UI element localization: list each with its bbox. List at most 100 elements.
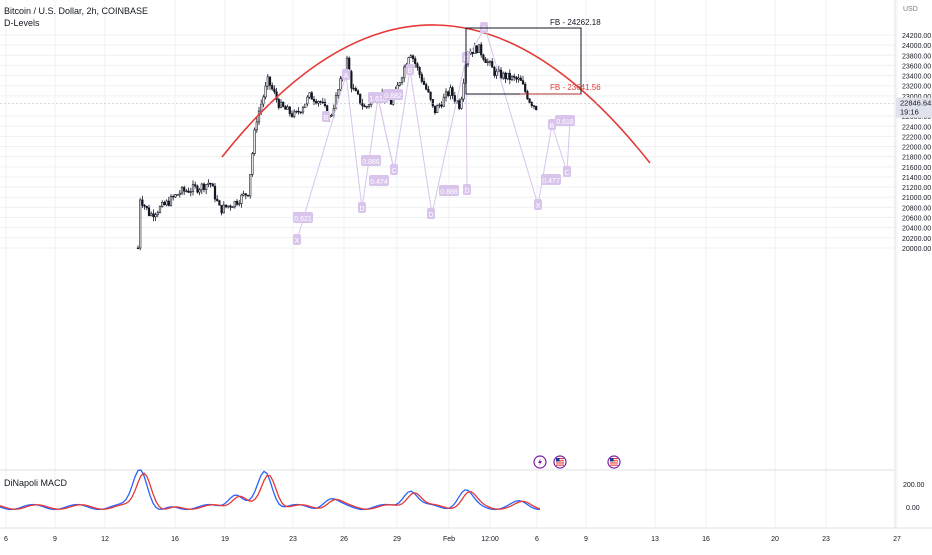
- candle-body: [176, 194, 179, 196]
- candle-body: [389, 99, 393, 105]
- lightning-icon[interactable]: [533, 455, 547, 469]
- pattern-label-box: [322, 111, 330, 122]
- pattern-label[interactable]: 0.621: [294, 216, 312, 223]
- pattern-label-box: [293, 212, 313, 223]
- price-tick-label: 23600.00: [902, 63, 931, 70]
- candle-body: [521, 80, 525, 85]
- candle-body: [315, 100, 318, 104]
- candle-body: [427, 88, 430, 93]
- candle-body: [286, 106, 289, 110]
- grid: [0, 0, 898, 528]
- price-tick-label: 22000.00: [902, 145, 931, 152]
- fib-boxes[interactable]: FB - 24262.18 FB - 23641.56: [465, 18, 601, 95]
- indicator-label[interactable]: D-Levels: [4, 18, 40, 28]
- pattern-label[interactable]: 0.477: [542, 178, 560, 185]
- pattern-label-box: [548, 119, 556, 130]
- time-tick-label: Feb: [443, 536, 455, 543]
- fib-level-label[interactable]: FB - 23641.56: [550, 83, 601, 92]
- symbol-title[interactable]: Bitcoin / U.S. Dollar, 2h, COINBASE: [4, 6, 149, 16]
- candle-body: [277, 99, 280, 108]
- price-tick-label: 24000.00: [902, 43, 931, 50]
- pattern-label[interactable]: 0.618: [556, 119, 574, 126]
- time-tick-label: 9: [53, 536, 57, 543]
- macd-tick-label: 0.00: [906, 505, 920, 512]
- time-tick-label: 6: [535, 536, 539, 543]
- pattern-label[interactable]: 0.886: [362, 159, 380, 166]
- candle-body: [290, 113, 294, 117]
- candle-body: [416, 63, 419, 68]
- pattern-label-box: [555, 115, 575, 126]
- candle-body: [429, 91, 432, 100]
- candle-body: [235, 200, 239, 205]
- price-tick-label: 21800.00: [902, 155, 931, 162]
- time-tick-label: 6: [4, 536, 8, 543]
- candle-body: [255, 121, 258, 131]
- us-flag-icon[interactable]: [553, 455, 567, 469]
- candle-body: [475, 45, 478, 53]
- price-tick-label: 22600.00: [902, 114, 931, 121]
- arc-curve[interactable]: [221, 24, 651, 164]
- candle-body: [242, 193, 245, 196]
- pattern-label[interactable]: D: [359, 206, 364, 213]
- time-tick-label: 29: [393, 536, 401, 543]
- pattern-label[interactable]: 0.474: [370, 179, 388, 186]
- pattern-label[interactable]: 0.886: [440, 189, 458, 196]
- pattern-label[interactable]: C: [391, 168, 396, 175]
- candle-body: [158, 206, 162, 213]
- candle-body: [433, 105, 437, 114]
- candle-body: [154, 214, 157, 218]
- harmonic-pattern[interactable]: 0.621 X A B 0.886 1.618 C D 0.474 B 0.882 0.886 C D 0.…: [293, 22, 575, 245]
- price-tick-label: 21600.00: [902, 165, 931, 172]
- candle-body: [284, 106, 287, 110]
- pattern-label-box: [293, 234, 301, 245]
- candle-body: [227, 205, 230, 208]
- candle-body: [196, 185, 199, 193]
- pattern-label[interactable]: B: [550, 123, 555, 130]
- candle-body: [273, 88, 276, 93]
- candle-body: [365, 106, 368, 108]
- candle-body: [224, 204, 228, 208]
- candle-body: [440, 104, 443, 107]
- event-markers[interactable]: [533, 455, 621, 469]
- time-tick-label: 13: [651, 536, 659, 543]
- candle-body: [257, 110, 261, 123]
- pattern-label[interactable]: C: [564, 170, 569, 177]
- pattern-label[interactable]: 1.618: [369, 96, 387, 103]
- pattern-label[interactable]: A: [482, 26, 487, 33]
- pattern-label[interactable]: B: [408, 68, 413, 75]
- countdown-label: 19:16: [900, 108, 919, 117]
- axes: USD 24200.00 24000.00 23800.00 23600.00 23400…: [0, 0, 932, 543]
- candle-body: [253, 129, 256, 154]
- candle-body: [229, 205, 232, 208]
- candle-body: [330, 114, 333, 117]
- candle-body: [297, 110, 300, 113]
- time-tick-label: 9: [584, 536, 588, 543]
- pattern-label[interactable]: D: [464, 188, 469, 195]
- pattern-label[interactable]: 0.882: [384, 93, 402, 100]
- pattern-label[interactable]: A: [344, 73, 349, 80]
- us-flag-icon[interactable]: [607, 455, 621, 469]
- candle-body: [337, 89, 340, 96]
- candle-body: [442, 96, 445, 107]
- pattern-label[interactable]: X: [295, 238, 300, 245]
- candle-body: [139, 199, 142, 249]
- pattern-label[interactable]: B: [324, 115, 329, 122]
- macd-pane-label[interactable]: DiNapoli MACD: [4, 478, 68, 488]
- rounding-top-arc[interactable]: [221, 24, 651, 164]
- candle-body: [262, 96, 265, 105]
- pattern-label[interactable]: X: [536, 203, 541, 210]
- price-tick-label: 20000.00: [902, 246, 931, 253]
- candle-body: [222, 204, 225, 214]
- pattern-label[interactable]: D: [428, 212, 433, 219]
- candle-body: [264, 85, 267, 98]
- candle-body: [207, 182, 210, 185]
- candle-body: [156, 212, 159, 215]
- macd-pane: [0, 469, 895, 511]
- price-tick-label: 20200.00: [902, 236, 931, 243]
- candle-body: [504, 72, 507, 80]
- fib-level-label[interactable]: FB - 24262.18: [550, 18, 601, 27]
- candle-body: [535, 105, 538, 111]
- price-tick-label: 22400.00: [902, 124, 931, 131]
